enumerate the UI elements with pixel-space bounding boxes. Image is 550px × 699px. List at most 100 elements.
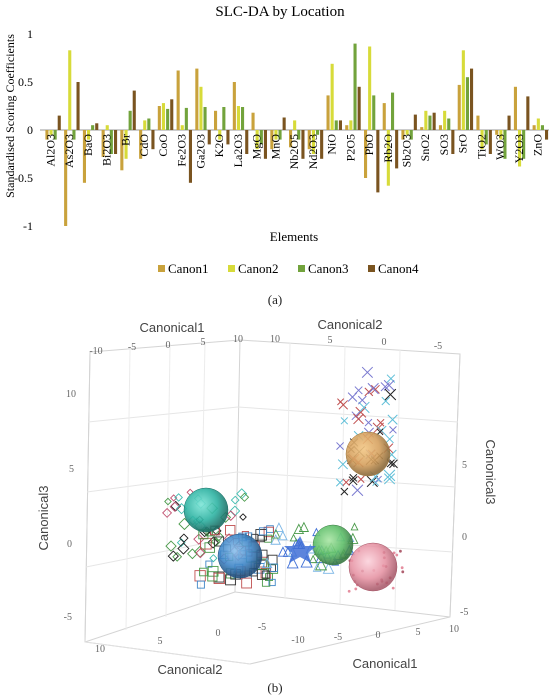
sample-marker-diamond (164, 497, 172, 506)
sample-marker-diamond (193, 533, 205, 545)
bar-canon4-p2o5 (357, 86, 361, 130)
bar-canon1-wo3 (495, 130, 499, 135)
x-tick-label: CoO (156, 134, 170, 157)
bar-canon4-bi2o3 (114, 130, 118, 154)
sample-marker-x (347, 392, 358, 402)
sample-marker-triangle (350, 522, 359, 531)
sample-marker-dot (400, 566, 404, 570)
legend-swatch-canon1 (158, 265, 165, 272)
bar-canon1-nb2o5 (289, 130, 293, 148)
bar-canon4-bao (95, 123, 99, 130)
bar-canon2-wo3 (499, 130, 503, 140)
sample-marker-x (387, 414, 398, 425)
bar-canon3-nd2o3 (316, 130, 320, 135)
x-tick-label: CdO (137, 134, 151, 157)
bar-canon2-nd2o3 (311, 130, 315, 154)
sample-marker-square (257, 534, 265, 543)
sample-marker-triangle (312, 562, 322, 572)
bar-canon4-coo (170, 99, 174, 130)
bar-canon2-al2o3 (49, 130, 53, 135)
centroid-sphere-teal (183, 487, 229, 533)
sample-marker-x (389, 459, 398, 469)
sample-marker-dot (395, 553, 399, 557)
tick-label: -5 (434, 341, 442, 352)
sample-marker-diamond (162, 507, 173, 518)
tick-label: 0 (166, 340, 171, 351)
bar-canon4-zno (545, 130, 549, 140)
tick-label: 10 (233, 334, 243, 345)
sample-marker-square (266, 525, 274, 533)
bar-canon1-zno (532, 125, 536, 130)
sample-marker-triangle (261, 557, 273, 569)
group-centroids (183, 431, 398, 592)
x-tick-label: WO3 (493, 134, 507, 160)
sample-marker-x (348, 476, 358, 486)
x-tick-label: TiO2 (475, 134, 489, 159)
tick-label: 10 (270, 334, 280, 345)
sample-marker-x (349, 473, 358, 482)
sample-marker-x (376, 428, 384, 436)
bar-canon4-y2o3 (526, 96, 530, 130)
tick-label: 5 (69, 464, 74, 475)
sample-marker-x (340, 417, 349, 425)
tick-label: -5 (334, 632, 342, 643)
sample-marker-square (264, 534, 273, 543)
axis-label-left: Canonical3 (36, 485, 51, 550)
sample-marker-x (357, 395, 367, 405)
sample-marker-x (337, 459, 349, 470)
x-tick-label: SnO2 (418, 134, 432, 161)
sample-marker-x (376, 418, 385, 427)
bar-canon1-bi2o3 (101, 130, 105, 157)
y-axis-label: Standardised Scoring Coefficients (3, 34, 17, 198)
sample-marker-dot (392, 551, 396, 555)
x-tick-label: BaO (81, 134, 95, 156)
tick-label: 10 (449, 624, 459, 635)
sample-marker-triangle (274, 522, 284, 532)
bar-canon1-k2o (214, 110, 218, 130)
tick-label: 5 (416, 627, 421, 638)
sample-marker-square (213, 572, 225, 584)
sample-marker-diamond (229, 505, 241, 517)
bar-canon4-so3 (451, 130, 455, 154)
bar-canon4-ga2o3 (207, 130, 211, 145)
tick-label: -5 (128, 342, 136, 353)
tick-label: 0 (216, 628, 221, 639)
bar-canon1-mno (270, 130, 274, 150)
bar-canon3-p2o5 (353, 43, 357, 130)
bar-canon4-la2o3 (245, 130, 249, 154)
tick-label: -5 (258, 622, 266, 633)
sample-marker-triangle (286, 556, 299, 569)
bar-canon2-pbo (368, 46, 372, 130)
sample-marker-x (355, 406, 367, 418)
sample-marker-triangle (277, 530, 288, 541)
bar-series-group (45, 43, 549, 226)
bar-canon4-sro (470, 68, 474, 130)
sample-marker-dot (354, 587, 358, 591)
sample-marker-square (268, 578, 276, 587)
bar-canon3-pbo (372, 95, 376, 130)
tick-label: 5 (201, 337, 206, 348)
sample-marker-square (241, 577, 252, 589)
bar-canon3-ga2o3 (203, 107, 207, 130)
sample-marker-dot (391, 586, 395, 590)
sample-marker-x (342, 478, 350, 486)
sample-marker-triangle (289, 533, 298, 542)
bar-canon3-as2o3 (72, 130, 76, 140)
bar-canon4-nio (338, 120, 342, 130)
sample-marker-diamond (209, 554, 218, 563)
bar-canon2-mgo (255, 130, 259, 150)
bar-canon2-nb2o5 (293, 120, 297, 130)
bar-canon2-bao (87, 130, 91, 140)
bar-canon3-rb2o (391, 92, 395, 130)
bar-canon1-as2o3 (64, 130, 68, 226)
sample-marker-square (258, 527, 268, 536)
sample-marker-square (261, 578, 271, 587)
bar-canon3-bao (91, 125, 95, 130)
bar-canon1-fe2o3 (176, 70, 180, 130)
bar-canon4-rb2o (395, 130, 399, 169)
sample-marker-square (196, 580, 205, 589)
sample-marker-x (385, 434, 394, 444)
ticks-left: 10 5 0 -5 (64, 389, 76, 623)
y-tick-label: 1 (27, 27, 33, 41)
x-tick-label: Nd2O3 (306, 134, 320, 169)
